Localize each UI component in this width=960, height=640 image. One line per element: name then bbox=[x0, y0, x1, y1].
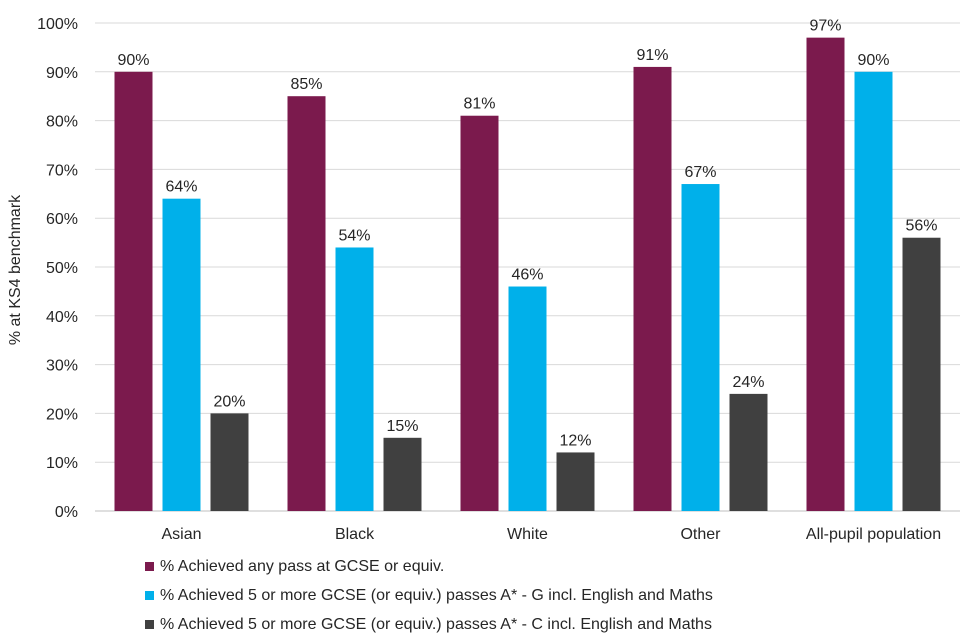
bar bbox=[729, 393, 768, 511]
bar bbox=[556, 452, 595, 511]
legend-item: % Achieved any pass at GCSE or equiv. bbox=[145, 552, 713, 581]
y-tick-label: 10% bbox=[46, 455, 78, 472]
data-label: 56% bbox=[905, 218, 937, 235]
category-label: All-pupil population bbox=[806, 526, 941, 543]
data-label: 46% bbox=[511, 267, 543, 284]
category-label: Asian bbox=[161, 526, 201, 543]
bar bbox=[460, 115, 499, 511]
legend-label: % Achieved 5 or more GCSE (or equiv.) pa… bbox=[160, 586, 713, 604]
y-tick-label: 80% bbox=[46, 114, 78, 131]
legend-swatch bbox=[145, 562, 154, 571]
bar bbox=[633, 66, 672, 512]
y-tick-label: 50% bbox=[46, 260, 78, 277]
data-label: 64% bbox=[165, 179, 197, 196]
data-label: 20% bbox=[213, 393, 245, 410]
legend-swatch bbox=[145, 591, 154, 600]
data-label: 12% bbox=[559, 432, 591, 449]
category-label: Black bbox=[335, 526, 375, 543]
y-tick-label: 40% bbox=[46, 309, 78, 326]
y-tick-label: 90% bbox=[46, 65, 78, 82]
y-axis-label: % at KS4 benchmark bbox=[7, 194, 24, 345]
bar bbox=[114, 71, 153, 512]
data-label: 15% bbox=[386, 418, 418, 435]
data-label: 81% bbox=[463, 96, 495, 113]
bar bbox=[681, 184, 720, 512]
category-label: Other bbox=[680, 526, 721, 543]
data-label: 85% bbox=[290, 76, 322, 93]
data-label: 54% bbox=[338, 227, 370, 244]
data-label: 97% bbox=[809, 18, 841, 35]
data-label: 24% bbox=[732, 374, 764, 391]
y-tick-label: 70% bbox=[46, 162, 78, 179]
bar bbox=[806, 37, 845, 511]
legend-swatch bbox=[145, 620, 154, 629]
y-tick-label: 20% bbox=[46, 406, 78, 423]
y-tick-label: 60% bbox=[46, 211, 78, 228]
data-label: 90% bbox=[857, 52, 889, 69]
legend-label: % Achieved any pass at GCSE or equiv. bbox=[160, 557, 445, 575]
y-tick-label: 0% bbox=[55, 504, 78, 521]
bars bbox=[114, 37, 941, 512]
bar bbox=[508, 286, 547, 511]
y-tick-label: 30% bbox=[46, 358, 78, 375]
data-label: 90% bbox=[117, 52, 149, 69]
data-label: 91% bbox=[636, 47, 668, 64]
category-label: White bbox=[507, 526, 548, 543]
legend-item: % Achieved 5 or more GCSE (or equiv.) pa… bbox=[145, 610, 713, 639]
legend-label: % Achieved 5 or more GCSE (or equiv.) pa… bbox=[160, 615, 712, 633]
bar bbox=[210, 413, 249, 511]
data-label: 67% bbox=[684, 164, 716, 181]
y-tick-labels: 0% 10% 20% 30% 40% 50% 60% 70% 80% 90% 100% bbox=[37, 16, 78, 521]
category-labels: Asian Black White Other All-pupil population bbox=[161, 526, 941, 543]
data-labels: 90% 64% 20% 85% 54% 15% 81% 46% 12% 91% 67% 24% 97% 9… bbox=[117, 18, 937, 450]
legend: % Achieved any pass at GCSE or equiv. % … bbox=[145, 552, 713, 639]
bar bbox=[162, 198, 201, 511]
bar bbox=[902, 237, 941, 511]
legend-item: % Achieved 5 or more GCSE (or equiv.) pa… bbox=[145, 581, 713, 610]
y-tick-label: 100% bbox=[37, 16, 78, 33]
bar bbox=[335, 247, 374, 512]
bar bbox=[854, 71, 893, 512]
bar bbox=[287, 96, 326, 511]
bar bbox=[383, 437, 422, 511]
